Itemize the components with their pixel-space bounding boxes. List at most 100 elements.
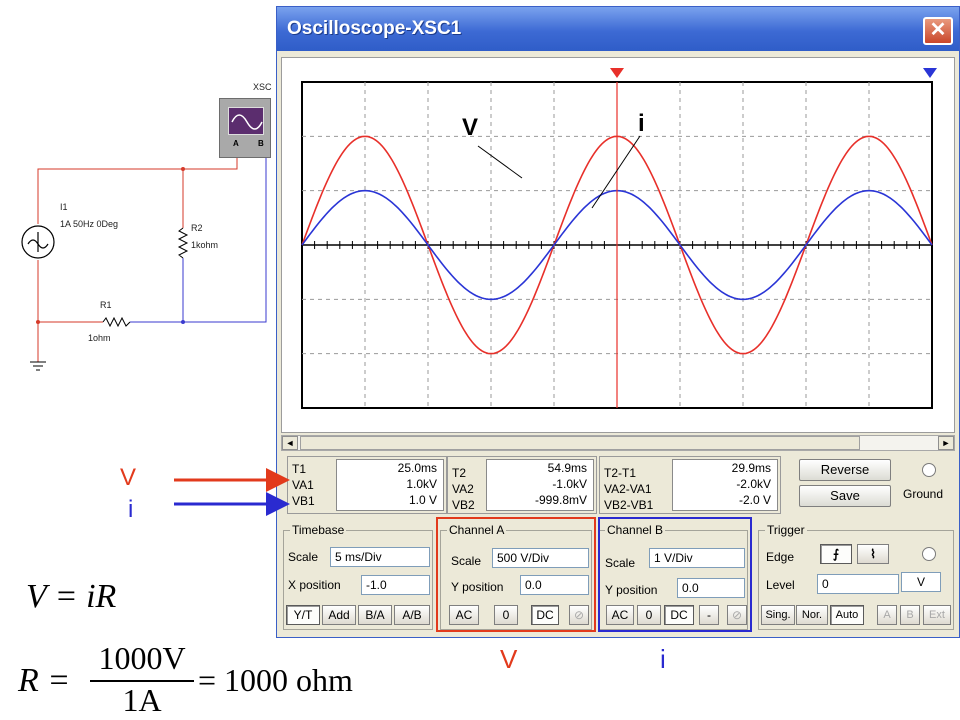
readout-t1-names: T1 VA1 VB1 — [292, 461, 315, 509]
readout-t2-values: 54.9ms -1.0kV -999.8mV — [486, 459, 594, 511]
readout-value: -1.0kV — [552, 477, 587, 491]
i-readout-annotation: i — [128, 496, 134, 523]
readout-diff-names: T2-T1 VA2-VA1 VB2-VB1 — [604, 465, 653, 513]
normal-trigger-button[interactable]: Nor. — [796, 605, 828, 625]
channel-a-ypos-field[interactable]: 0.0 — [520, 575, 589, 595]
readout-label: VA2 — [452, 482, 474, 496]
channel-a-bottom-annotation: V — [500, 644, 518, 674]
scroll-left-button[interactable]: ◄ — [282, 436, 298, 450]
readout-t1-values: 25.0ms 1.0kV 1.0 V — [336, 459, 444, 511]
channel-a-group: Channel A — [440, 523, 592, 630]
readout-diff: T2-T1 VA2-VA1 VB2-VB1 29.9ms -2.0kV -2.0… — [599, 456, 781, 514]
auto-trigger-button[interactable]: Auto — [830, 605, 864, 625]
reverse-button[interactable]: Reverse — [799, 459, 891, 481]
source-value-label: 1A 50Hz 0Deg — [60, 219, 119, 229]
channel-a-zero-button[interactable]: 0 — [494, 605, 518, 625]
save-button[interactable]: Save — [799, 485, 891, 507]
timebase-group: Timebase — [283, 523, 433, 630]
scope-display[interactable]: V i — [281, 57, 955, 433]
readout-t2: T2 VA2 VB2 54.9ms -1.0kV -999.8mV — [447, 456, 597, 514]
channel-b-ypos-label: Y position — [605, 583, 658, 597]
readout-label: T2 — [452, 466, 467, 480]
channel-b-invert-icon[interactable]: ⊘ — [727, 605, 747, 625]
r1-name-label: R1 — [100, 300, 112, 310]
annotation-pointer-v — [477, 145, 523, 179]
resistor-r2-symbol[interactable] — [177, 227, 189, 259]
close-button[interactable]: ✕ — [923, 17, 953, 45]
rising-edge-button[interactable]: ⨍ — [820, 544, 852, 564]
oscilloscope-window: Oscilloscope-XSC1 ✕ V i ◄ ► T1 VA1 VB1 2… — [276, 6, 960, 638]
readout-value: 1.0 V — [408, 493, 437, 507]
single-trigger-button[interactable]: Sing. — [761, 605, 795, 625]
x-position-label: X position — [288, 578, 341, 592]
scope-plot — [301, 68, 937, 409]
resistance-formula: R = 1000V 1A = 1000 ohm — [18, 640, 358, 720]
trigger-title: Trigger — [765, 523, 807, 537]
channel-a-ypos-label: Y position — [451, 580, 504, 594]
edge-label: Edge — [766, 550, 795, 564]
channel-b-ypos-field[interactable]: 0.0 — [677, 578, 745, 598]
channel-b-minus-button[interactable]: - — [699, 605, 719, 625]
channel-a-dc-button[interactable]: DC — [531, 605, 559, 625]
ground-symbol — [30, 361, 46, 371]
r2-value-label: 1kohm — [191, 240, 219, 250]
resistor-r1-symbol[interactable] — [102, 316, 131, 328]
trigger-source-a-button[interactable]: A — [877, 605, 897, 625]
cursor-t2-marker — [923, 68, 937, 78]
window-titlebar[interactable]: Oscilloscope-XSC1 ✕ — [277, 7, 959, 51]
circuit-schematic — [21, 150, 267, 371]
trigger-ext-radio[interactable] — [922, 547, 936, 561]
trigger-source-ext-button[interactable]: Ext — [923, 605, 951, 625]
window-title: Oscilloscope-XSC1 — [287, 18, 462, 39]
channel-a-scale-field[interactable]: 500 V/Div — [492, 548, 589, 568]
r1-value-label: 1ohm — [88, 333, 111, 343]
fraction-bar — [90, 680, 194, 682]
readout-value: -2.0 V — [738, 493, 771, 507]
readout-label: T2-T1 — [604, 466, 637, 480]
current-source-symbol[interactable] — [21, 225, 55, 259]
channel-a-invert-icon[interactable]: ⊘ — [569, 605, 589, 625]
oscilloscope-part-icon[interactable]: A B — [219, 98, 271, 158]
ab-mode-button[interactable]: A/B — [394, 605, 430, 625]
yt-mode-button[interactable]: Y/T — [286, 605, 320, 625]
trigger-level-unit[interactable]: V — [901, 572, 941, 592]
trace-v-annotation: V — [462, 114, 479, 141]
trace-i-annotation: i — [638, 110, 645, 137]
x-position-field[interactable]: -1.0 — [361, 575, 430, 595]
ba-mode-button[interactable]: B/A — [358, 605, 392, 625]
channel-b-scale-field[interactable]: 1 V/Div — [649, 548, 745, 568]
trigger-level-field[interactable]: 0 — [817, 574, 899, 594]
channel-a-highlight-box — [436, 517, 596, 632]
readout-label: VB2 — [452, 498, 475, 512]
scope-part-label: XSC — [253, 82, 272, 92]
falling-edge-icon: ⌇ — [870, 547, 876, 561]
ground-radio[interactable] — [922, 463, 936, 477]
pin-b-label: B — [258, 139, 264, 148]
channel-b-dc-button[interactable]: DC — [664, 605, 694, 625]
readout-diff-values: 29.9ms -2.0kV -2.0 V — [672, 459, 778, 511]
horizontal-scrollbar[interactable]: ◄ ► — [281, 435, 955, 451]
readout-label: VA2-VA1 — [604, 482, 652, 496]
rising-edge-icon: ⨍ — [832, 547, 840, 561]
node-dot — [181, 320, 185, 324]
scroll-thumb[interactable] — [300, 436, 860, 450]
timebase-scale-field[interactable]: 5 ms/Div — [330, 547, 430, 567]
scroll-right-button[interactable]: ► — [938, 436, 954, 450]
scope-icon-screen — [228, 107, 264, 135]
trigger-source-b-button[interactable]: B — [900, 605, 920, 625]
resistance-rhs: = 1000 ohm — [198, 662, 353, 698]
ohm-law-formula: V = iR — [26, 578, 117, 615]
channel-b-zero-button[interactable]: 0 — [637, 605, 661, 625]
r2-name-label: R2 — [191, 223, 203, 233]
channel-b-bottom-annotation: i — [660, 644, 666, 674]
channel-a-ac-button[interactable]: AC — [449, 605, 479, 625]
falling-edge-button[interactable]: ⌇ — [857, 544, 889, 564]
readout-t2-names: T2 VA2 VB2 — [452, 465, 475, 513]
channel-b-ac-button[interactable]: AC — [606, 605, 634, 625]
readout-label: VA1 — [292, 478, 314, 492]
readout-label: T1 — [292, 462, 307, 476]
add-mode-button[interactable]: Add — [322, 605, 356, 625]
source-name-label: I1 — [60, 202, 68, 212]
channel-b-highlight-box — [598, 517, 752, 632]
